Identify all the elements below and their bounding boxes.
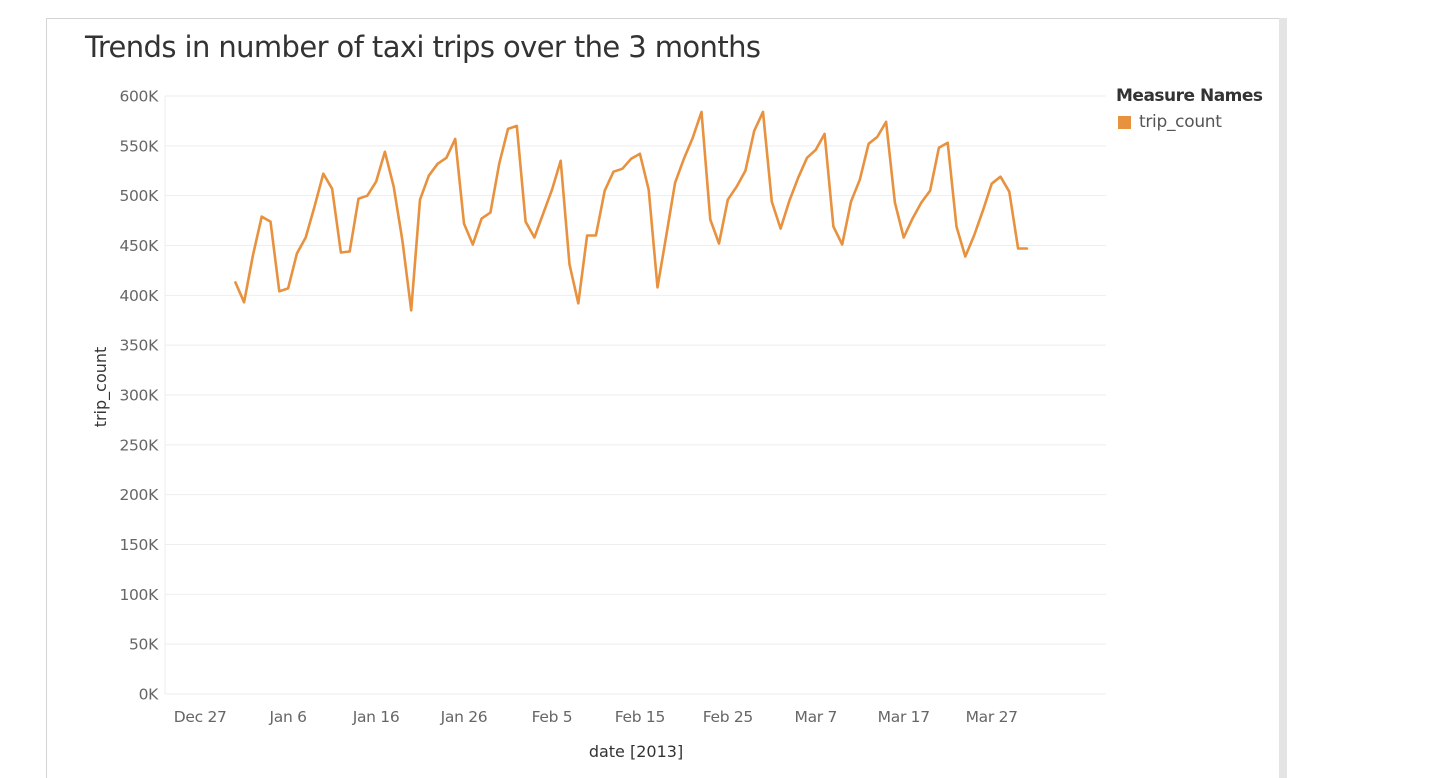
y-tick-label: 150K <box>119 536 159 554</box>
x-axis-ticks: Dec 27 Jan 6 Jan 16 Jan 26 Feb 5 Feb 15 Feb 25… <box>174 708 1018 726</box>
chart-panel <box>46 18 1284 778</box>
x-tick-label: Mar 7 <box>795 708 838 726</box>
x-tick-label: Feb 5 <box>532 708 573 726</box>
x-tick-label: Jan 26 <box>440 708 488 726</box>
y-tick-label: 500K <box>119 187 159 205</box>
legend-item-trip-count[interactable]: trip_count <box>1118 112 1263 132</box>
x-tick-label: Feb 25 <box>703 708 753 726</box>
y-tick-label: 100K <box>119 586 159 604</box>
series-layer <box>234 110 1029 312</box>
y-tick-label: 400K <box>119 287 159 305</box>
x-tick-label: Jan 16 <box>352 708 400 726</box>
panel-scrollbar[interactable] <box>1279 18 1287 778</box>
y-axis-ticks: 0K 50K 100K 150K 200K 250K 300K 350K 400K 450K 500… <box>119 88 159 704</box>
legend: Measure Names trip_count <box>1116 86 1263 132</box>
x-tick-label: Feb 15 <box>615 708 665 726</box>
y-tick-label: 550K <box>119 137 159 155</box>
y-tick-label: 600K <box>119 88 159 106</box>
legend-label: trip_count <box>1139 112 1222 132</box>
y-tick-label: 0K <box>139 686 160 704</box>
series-line-trip-count[interactable] <box>234 110 1029 312</box>
chart-title: Trends in number of taxi trips over the … <box>85 30 761 64</box>
y-tick-label: 450K <box>119 237 159 255</box>
x-tick-label: Mar 27 <box>966 708 1018 726</box>
y-tick-label: 50K <box>129 636 159 654</box>
x-tick-label: Jan 6 <box>269 708 307 726</box>
y-axis-label: trip_count <box>91 347 111 428</box>
legend-swatch <box>1118 115 1131 129</box>
y-tick-label: 300K <box>119 387 159 405</box>
x-axis-label: date [2013] <box>589 742 683 761</box>
x-tick-label: Mar 17 <box>878 708 930 726</box>
x-tick-label: Dec 27 <box>174 708 227 726</box>
grid-lines <box>164 95 1106 695</box>
y-tick-label: 250K <box>119 436 159 454</box>
y-tick-label: 200K <box>119 486 159 504</box>
y-tick-label: 350K <box>119 337 159 355</box>
legend-title: Measure Names <box>1116 86 1263 106</box>
